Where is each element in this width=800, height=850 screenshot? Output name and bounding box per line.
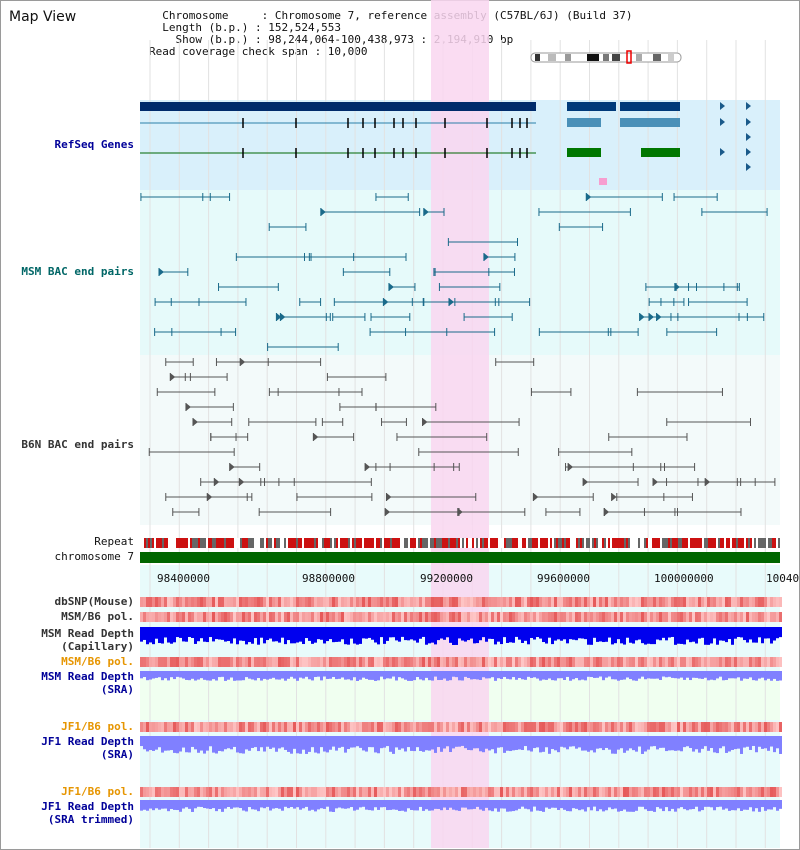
gene-marker xyxy=(599,178,607,185)
label-msm-bac[interactable]: MSM BAC end pairs xyxy=(21,265,134,278)
info-length: Length (b.p.) : 152,524,553 xyxy=(149,21,342,34)
ideogram-band xyxy=(653,54,661,61)
gene-exon xyxy=(641,148,680,157)
gene-bar xyxy=(140,102,536,111)
bac-pair-arrow xyxy=(170,373,176,381)
refseq-track[interactable] xyxy=(140,102,751,185)
label-jf1-b6-pol-2[interactable]: JF1/B6 pol. xyxy=(61,785,134,798)
jf1-sra-depth xyxy=(140,736,782,754)
bac-pair-arrow xyxy=(240,358,246,366)
ideogram-band xyxy=(548,54,556,61)
label-jf1-read-depth-trim[interactable]: JF1 Read Depth xyxy=(41,800,134,813)
variation-tracks[interactable] xyxy=(140,597,782,812)
label-msm-b6-pol[interactable]: MSM/B6 pol. xyxy=(61,610,134,623)
gene-exon xyxy=(567,118,601,127)
ideogram-band xyxy=(587,54,599,61)
jf1-b6-pol-heatmap xyxy=(140,722,782,732)
label-repeat: Repeat xyxy=(94,535,134,548)
axis-tick-label: 99200000 xyxy=(420,572,473,585)
jf1-b6-pol-heatmap-2 xyxy=(140,787,782,797)
gene-marker xyxy=(746,133,751,141)
axis-tick-label: 100000000 xyxy=(654,572,714,585)
gene-marker xyxy=(746,102,751,110)
bac-pair-arrow xyxy=(320,208,326,216)
bac-pair-arrow xyxy=(533,493,539,501)
ideogram-band xyxy=(603,54,609,61)
bac-pair-arrow xyxy=(192,418,198,426)
ideogram-band xyxy=(535,54,540,61)
msm-capillary-depth xyxy=(140,627,782,645)
gene-marker xyxy=(720,102,725,110)
ideogram-band xyxy=(612,54,620,61)
selection-highlight xyxy=(431,0,489,848)
label-jf1-read-depth-sra[interactable]: JF1 Read Depth xyxy=(41,735,134,748)
axis-tick-label: 10040 xyxy=(766,572,799,585)
bac-pair-arrow xyxy=(583,478,589,486)
bac-pair-arrow xyxy=(276,313,282,321)
ideogram-position-marker xyxy=(626,50,632,64)
label-dbsnp[interactable]: dbSNP(Mouse) xyxy=(54,595,134,608)
bac-pair-arrow xyxy=(586,193,592,201)
chromosome-ideogram[interactable] xyxy=(530,50,682,64)
msm-b6-pol-heatmap-2 xyxy=(140,657,782,667)
label-b6n-bac[interactable]: B6N BAC end pairs xyxy=(21,438,134,451)
repeat-track[interactable] xyxy=(140,538,780,563)
gene-bar xyxy=(620,102,680,111)
ideogram-band xyxy=(636,54,642,61)
msm-sra-depth xyxy=(140,671,782,681)
label-msm-read-depth-sra[interactable]: MSM Read Depth xyxy=(41,670,134,683)
bac-pair-arrow xyxy=(483,253,489,261)
label-refseq-genes[interactable]: RefSeq Genes xyxy=(54,138,134,151)
label-msm-read-depth-cap-sub: (Capillary) xyxy=(61,640,134,653)
gene-exon xyxy=(620,118,680,127)
bac-pair-arrow xyxy=(422,418,428,426)
label-jf1-read-depth-trim-sub: (SRA trimmed) xyxy=(47,813,134,826)
gene-marker xyxy=(746,148,751,156)
ideogram-band xyxy=(565,54,571,61)
label-msm-read-depth-sra-sub: (SRA) xyxy=(100,683,134,696)
bac-pair-arrow xyxy=(158,268,164,276)
chromosome-bar xyxy=(140,552,780,563)
bac-pair-arrow xyxy=(604,508,610,516)
label-msm-b6-pol-2[interactable]: MSM/B6 pol. xyxy=(61,655,134,668)
bac-pair-arrow xyxy=(185,403,191,411)
bac-pair-arrow xyxy=(457,508,463,516)
msm-bac-track[interactable] xyxy=(140,193,768,351)
gene-marker xyxy=(746,118,751,126)
gene-bar xyxy=(567,102,616,111)
axis-tick-label: 98400000 xyxy=(157,572,210,585)
label-chromosome: chromosome 7 xyxy=(54,550,134,563)
ideogram-band xyxy=(668,54,674,61)
bac-pair-arrow xyxy=(313,433,319,441)
page-title: Map View xyxy=(9,9,77,25)
bac-pair-arrow xyxy=(239,478,245,486)
gene-exon xyxy=(567,148,601,157)
label-jf1-b6-pol[interactable]: JF1/B6 pol. xyxy=(61,720,134,733)
b6n-bac-track[interactable] xyxy=(148,358,776,516)
bac-pair-arrow xyxy=(423,208,429,216)
gene-marker xyxy=(720,148,725,156)
label-msm-read-depth-cap[interactable]: MSM Read Depth xyxy=(41,627,134,640)
bac-pair-arrow xyxy=(653,478,659,486)
bac-pair-arrow xyxy=(639,313,645,321)
info-coverage-span: Read coverage check span : 10,000 xyxy=(149,45,368,58)
bac-pair-arrow xyxy=(385,508,391,516)
msm-b6-pol-heatmap xyxy=(140,612,782,622)
bac-pair-arrow xyxy=(365,463,371,471)
bac-pair-arrow xyxy=(229,463,235,471)
gene-marker xyxy=(746,163,751,171)
bac-pair-arrow xyxy=(388,283,394,291)
label-jf1-read-depth-sra-sub: (SRA) xyxy=(100,748,134,761)
coordinate-axis: 98400000 98800000 99200000 99600000 1000… xyxy=(157,572,799,585)
axis-tick-label: 99600000 xyxy=(537,572,590,585)
jf1-sra-trimmed-depth xyxy=(140,800,782,812)
dbsnp-heatmap xyxy=(140,597,782,607)
bac-pair-arrow xyxy=(611,493,617,501)
axis-tick-label: 98800000 xyxy=(302,572,355,585)
gene-marker xyxy=(720,118,725,126)
bac-pair-arrow xyxy=(386,493,392,501)
